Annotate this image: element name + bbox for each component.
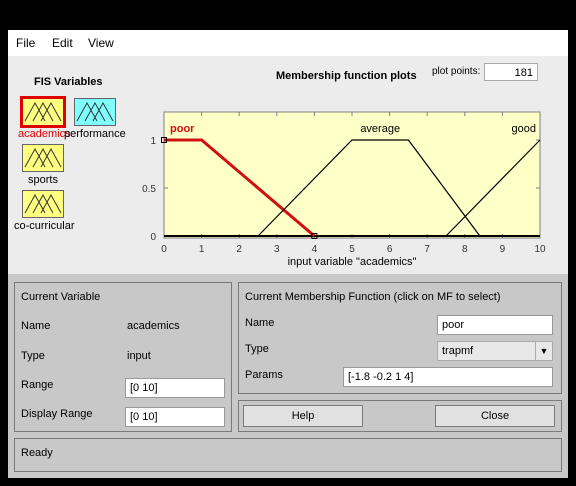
plot-points-input[interactable]: 181 [484, 63, 538, 81]
x-tick-label: 1 [199, 244, 205, 255]
menu-bar: File Edit View [8, 30, 568, 56]
mf-curve-good[interactable] [445, 139, 541, 237]
mf-curve-average[interactable] [257, 139, 481, 237]
plot-title: Membership function plots [276, 70, 417, 82]
fis-variable-performance-icon[interactable] [74, 98, 116, 126]
x-tick-label: 8 [462, 244, 468, 255]
mf-label-poor[interactable]: poor [170, 123, 195, 135]
status-text: Ready [21, 447, 53, 459]
mf-type-value: trapmf [442, 345, 474, 357]
fis-variable-label[interactable]: co-curricular [14, 220, 75, 232]
var-name-value: academics [127, 320, 180, 332]
chevron-down-icon[interactable]: ▼ [535, 342, 552, 360]
x-tick-label: 2 [236, 244, 242, 255]
var-name-label: Name [21, 320, 51, 332]
x-tick-label: 4 [312, 244, 318, 255]
display-range-input[interactable]: [0 10] [125, 407, 225, 427]
fis-variable-co-curricular-icon[interactable] [22, 190, 64, 218]
y-tick-label: 0 [150, 232, 156, 243]
mf-label-good[interactable]: good [512, 123, 536, 135]
x-tick-label: 0 [161, 244, 167, 255]
x-axis-label: input variable "academics" [288, 256, 417, 268]
x-tick-label: 5 [349, 244, 355, 255]
x-tick-label: 9 [500, 244, 506, 255]
x-tick-label: 10 [534, 244, 546, 255]
fis-variables-title: FIS Variables [34, 76, 103, 88]
current-mf-title: Current Membership Function (click on MF… [245, 291, 501, 303]
fis-variable-label[interactable]: academics [18, 128, 71, 140]
fuzzy-mf-editor-window: File Edit View FIS Variables academics pe… [8, 30, 568, 478]
mf-type-label: Type [245, 343, 269, 355]
membership-function-chart[interactable]: 0 1 2 3 4 5 6 7 8 9 10 0 0.5 1 poor average good input va… [8, 56, 568, 274]
range-input[interactable]: [0 10] [125, 378, 225, 398]
mf-type-select[interactable]: trapmf ▼ [437, 341, 553, 361]
fis-variable-label[interactable]: sports [28, 174, 58, 186]
x-tick-label: 7 [424, 244, 430, 255]
plot-points-label: plot points: [432, 66, 481, 77]
var-type-value: input [127, 350, 151, 362]
editor-controls: Current Variable Name academics Type inp… [8, 274, 568, 478]
status-bar: Ready [14, 438, 562, 472]
current-mf-panel: Current Membership Function (click on MF… [238, 282, 562, 394]
mf-params-label: Params [245, 369, 283, 381]
close-button[interactable]: Close [435, 405, 555, 427]
fis-variable-label[interactable]: performance [64, 128, 126, 140]
x-tick-label: 6 [387, 244, 393, 255]
current-variable-title: Current Variable [21, 291, 101, 303]
current-variable-panel: Current Variable Name academics Type inp… [14, 282, 232, 432]
menu-view[interactable]: View [88, 36, 114, 50]
fis-variable-sports-icon[interactable] [22, 144, 64, 172]
help-button[interactable]: Help [243, 405, 363, 427]
mf-curve-poor[interactable] [164, 138, 316, 238]
var-display-range-label: Display Range [21, 408, 93, 420]
mf-params-input[interactable]: [-1.8 -0.2 1 4] [343, 367, 553, 387]
y-tick-label: 1 [150, 136, 156, 147]
plot-area: FIS Variables academics performance sports… [8, 56, 568, 274]
menu-file[interactable]: File [16, 36, 36, 50]
mf-handle[interactable] [161, 137, 167, 143]
mf-label-average[interactable]: average [360, 123, 400, 135]
var-type-label: Type [21, 350, 45, 362]
mf-name-label: Name [245, 317, 275, 329]
fis-variable-academics-icon[interactable] [20, 96, 66, 128]
mf-name-input[interactable]: poor [437, 315, 553, 335]
mf-handle[interactable] [311, 233, 318, 239]
button-panel: Help Close [238, 400, 562, 432]
plot-background [163, 111, 541, 239]
y-tick-label: 0.5 [142, 184, 156, 195]
x-tick-label: 3 [274, 244, 280, 255]
var-range-label: Range [21, 379, 54, 391]
menu-edit[interactable]: Edit [52, 36, 73, 50]
